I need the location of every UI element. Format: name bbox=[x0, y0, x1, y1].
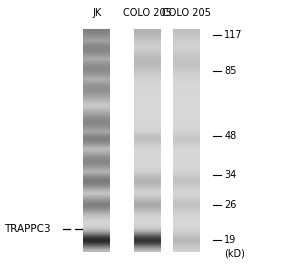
Text: 48: 48 bbox=[224, 131, 236, 141]
Text: 85: 85 bbox=[224, 66, 237, 76]
Text: 34: 34 bbox=[224, 170, 236, 180]
Text: COLO 205: COLO 205 bbox=[123, 8, 171, 18]
Text: TRAPPC3: TRAPPC3 bbox=[4, 224, 51, 234]
Bar bbox=[83, 30, 110, 252]
Bar bbox=[134, 30, 160, 252]
Text: 19: 19 bbox=[224, 235, 236, 246]
Text: (kD): (kD) bbox=[224, 248, 245, 258]
Text: 117: 117 bbox=[224, 30, 243, 40]
Text: COLO 205: COLO 205 bbox=[162, 8, 211, 18]
Bar bbox=[173, 30, 200, 252]
Text: JK: JK bbox=[92, 8, 101, 18]
Text: 26: 26 bbox=[224, 200, 237, 210]
